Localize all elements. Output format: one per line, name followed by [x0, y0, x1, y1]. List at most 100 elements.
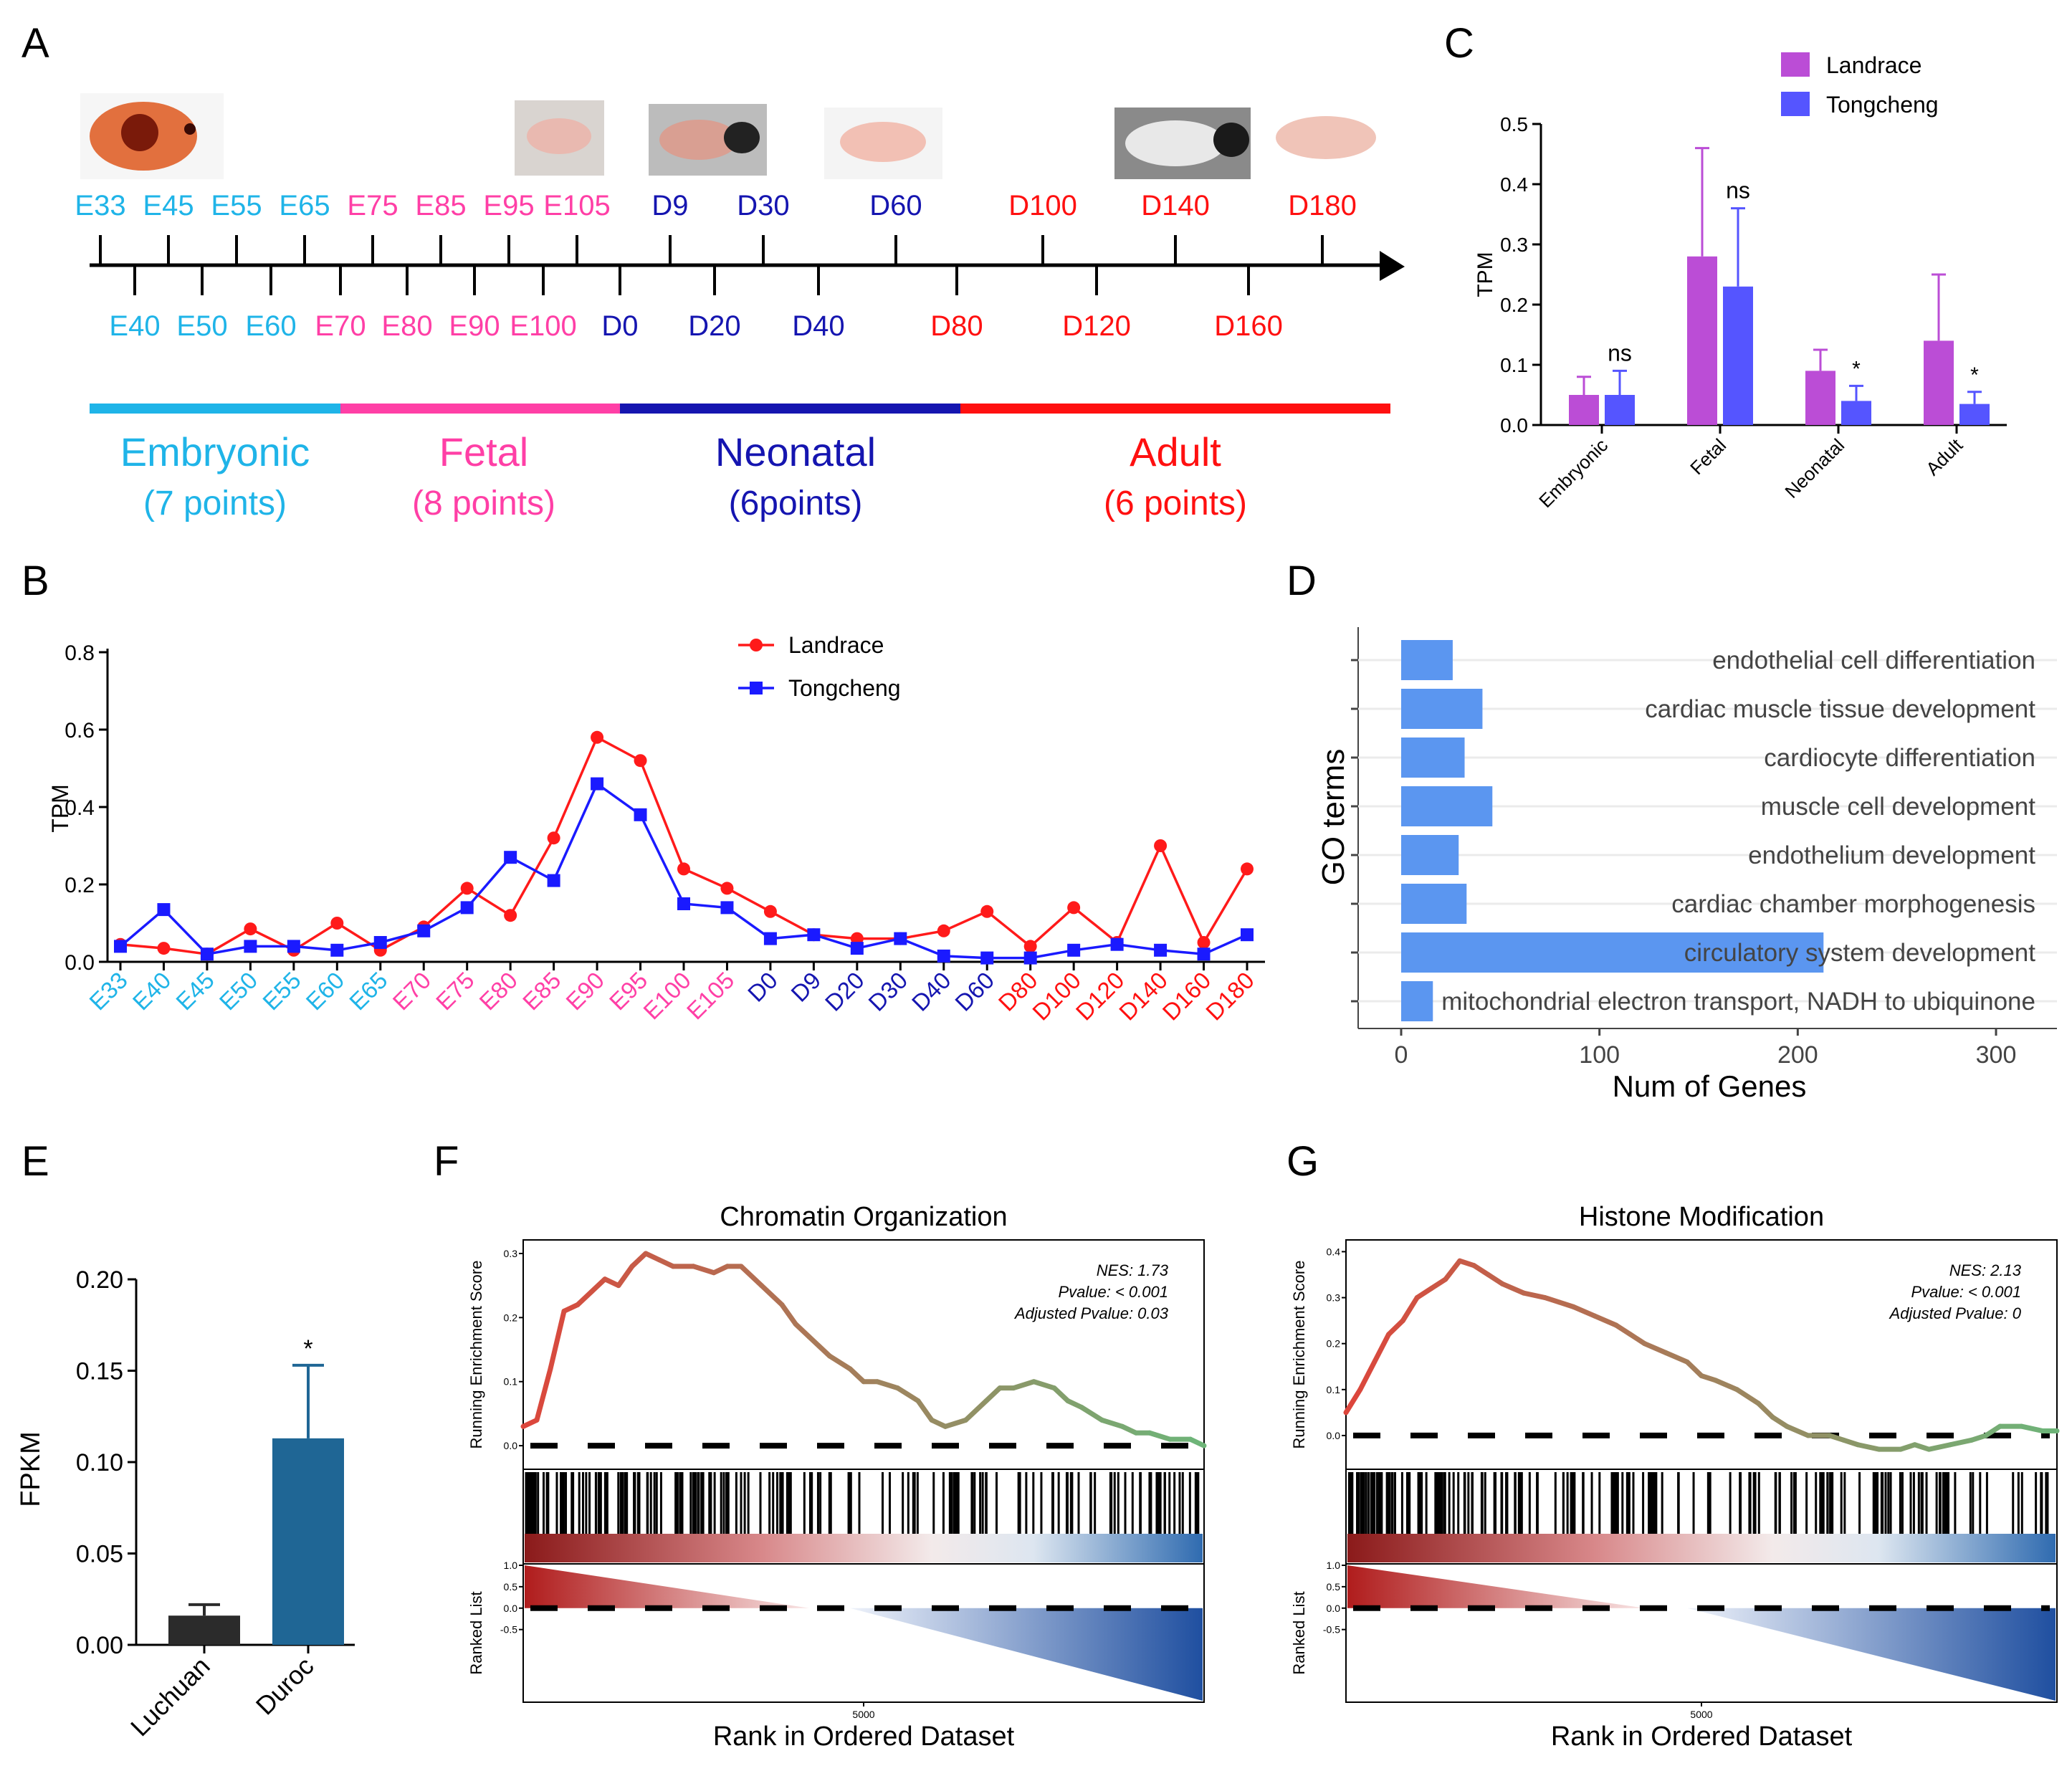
significance-marker: * [1970, 363, 1979, 387]
y-tick-label: 0.2 [1500, 294, 1528, 316]
x-tick-label: E80 [474, 967, 522, 1016]
data-point-tongcheng [287, 940, 300, 953]
data-point-landrace [157, 942, 171, 955]
es-curve-segment [1372, 1332, 1392, 1365]
x-tick-label: 5000 [852, 1709, 874, 1720]
x-axis-label: Rank in Ordered Dataset [713, 1722, 1015, 1752]
es-curve-segment [1485, 1271, 1505, 1287]
y-tick-label: 0.0 [1500, 414, 1528, 436]
es-curve-segment [1570, 1304, 1598, 1319]
legend-swatch-tongcheng [1781, 92, 1810, 116]
data-point-tongcheng [547, 874, 560, 887]
series-line-landrace [120, 735, 1249, 956]
y-tick-label: 0.6 [65, 719, 95, 743]
data-point-landrace [591, 730, 604, 744]
x-tick-label: D40 [907, 967, 956, 1016]
x-tick-label: D160 [1157, 967, 1216, 1026]
go-term-label: cardiac muscle tissue development [1645, 695, 2035, 723]
es-curve-segment [1947, 1437, 1975, 1448]
es-curve-segment [548, 1308, 567, 1372]
photo-adult-landrace [1269, 108, 1390, 176]
x-tick-label: 100 [1579, 1041, 1620, 1069]
photo-piglet-tongcheng [649, 104, 767, 176]
data-point-tongcheng [504, 851, 517, 864]
panel-label-e: E [22, 1138, 49, 1185]
es-curve-segment [806, 1334, 832, 1359]
y-tick-label: 0.0 [1327, 1603, 1341, 1614]
y-tick-label: 0.2 [1327, 1338, 1341, 1350]
data-point-tongcheng [763, 932, 777, 945]
es-curve-segment [942, 1417, 968, 1429]
es-curve-segment [1613, 1322, 1633, 1337]
es-curve-segment [1663, 1350, 1690, 1365]
y-tick-label: 0.1 [504, 1376, 518, 1388]
timeline-lower-labels: E40 E50 E60 E70 E80 E90 E100 D0 D20 D40 D80 D120 D16… [109, 265, 1283, 342]
y-tick-label: 0.0 [65, 951, 95, 975]
es-curve-segment [1343, 1387, 1363, 1416]
x-tick-label: Duroc [250, 1651, 320, 1721]
go-bar [1401, 689, 1483, 729]
photo-embryo [80, 93, 224, 179]
bar-tongcheng [1605, 395, 1635, 425]
data-point-landrace [763, 904, 777, 918]
y-tick-label: 0.5 [504, 1581, 518, 1593]
x-tick-label: 300 [1976, 1041, 2017, 1069]
go-term-label: cardiocyte differentiation [1764, 744, 2035, 772]
x-tick-label: 200 [1777, 1041, 1818, 1069]
timeline-label: E90 [449, 310, 500, 342]
data-point-tongcheng [850, 942, 864, 955]
ranked-list-label: Ranked List [1290, 1591, 1308, 1674]
x-tick-label: 5000 [1690, 1709, 1712, 1720]
x-tick-label: E55 [257, 967, 306, 1016]
legend-label: Landrace [1826, 52, 1921, 78]
x-tick-label: Neonatal [1780, 434, 1848, 502]
chart-d: endothelial cell differentiation cardiac … [1316, 627, 2057, 1103]
stage-name: Embryonic [120, 429, 310, 474]
es-curve-segment [793, 1321, 812, 1340]
data-point-landrace [547, 831, 560, 845]
y-tick-label: 0.20 [76, 1266, 123, 1294]
x-tick-label: D60 [950, 967, 999, 1016]
es-curve-segment [1755, 1400, 1775, 1420]
es-curve-segment [575, 1289, 594, 1307]
data-point-landrace [677, 862, 690, 876]
y-axis-label: TPM [47, 784, 73, 833]
data-point-tongcheng [373, 936, 387, 949]
data-point-landrace [1241, 862, 1254, 876]
es-curve-segment [1031, 1379, 1057, 1391]
timeline-label: D20 [688, 310, 740, 342]
stage-labels: Embryonic (7 points) Fetal (8 points) Neonat… [120, 429, 1247, 522]
data-point-tongcheng [894, 932, 907, 945]
y-tick-label: 1.0 [504, 1560, 518, 1571]
bar-landrace [1569, 395, 1599, 425]
x-tick-label: Embryonic [1534, 434, 1612, 512]
significance-marker: ns [1726, 178, 1750, 204]
panel-c: C 0.0 0.1 0.2 0.3 0.4 0.5 TPM ns Embryonic ns Feta… [1444, 20, 2007, 512]
es-curve-segment [1051, 1385, 1071, 1404]
y-tick-label: 0.3 [1327, 1292, 1341, 1304]
es-curve-segment [1443, 1258, 1463, 1282]
y-tick-label: 0.05 [76, 1541, 123, 1568]
timeline-label: E50 [176, 310, 227, 342]
gsea-stat: Adjusted Pvalue: 0.03 [1013, 1304, 1169, 1322]
es-curve-segment [847, 1366, 866, 1385]
es-curve-segment [1400, 1295, 1420, 1324]
es-curve-segment [963, 1398, 989, 1423]
timeline-label: D160 [1214, 310, 1283, 342]
es-curve-segment [1471, 1263, 1491, 1277]
y-tick-label: 0.10 [76, 1449, 123, 1476]
go-bar [1401, 737, 1465, 778]
x-tick-label: E70 [387, 967, 436, 1016]
ranked-list-label: Ranked List [467, 1591, 485, 1674]
gsea-stat: NES: 2.13 [1949, 1261, 2022, 1279]
es-curve-segment [895, 1385, 921, 1404]
data-point-landrace [720, 882, 734, 895]
legend-label: Tongcheng [788, 675, 901, 701]
stage-bar-fetal [340, 404, 620, 414]
significance-marker: * [303, 1335, 312, 1362]
x-tick-label: E100 [638, 967, 696, 1025]
go-bar [1401, 981, 1433, 1021]
es-curve-segment [691, 1264, 717, 1276]
bar-tongcheng [1841, 401, 1871, 425]
panel-label-b: B [22, 558, 49, 604]
